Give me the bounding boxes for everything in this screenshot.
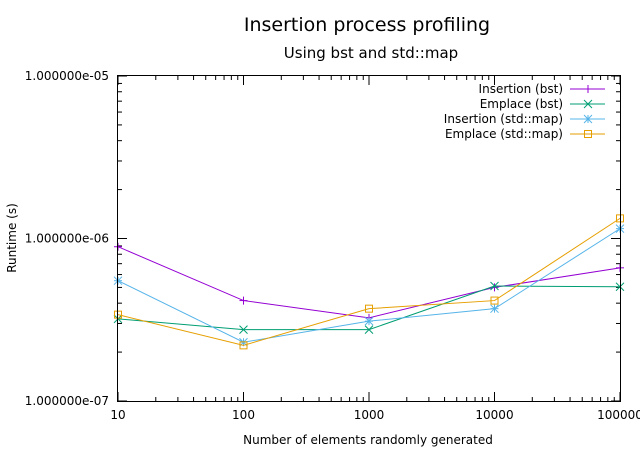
- legend-entry: Emplace (std::map): [445, 127, 605, 141]
- series-3: [113, 224, 625, 347]
- series-4: [114, 214, 624, 350]
- legend-entry: Emplace (bst): [480, 97, 605, 111]
- x-tick-label: 100000: [597, 408, 640, 422]
- data-point: [365, 304, 373, 313]
- legend-marker: [584, 130, 592, 138]
- marker-stroke: [364, 325, 374, 334]
- plot-border: [117, 75, 621, 402]
- marker-stroke: [583, 99, 593, 109]
- data-point: [364, 316, 374, 326]
- legend-marker: [584, 85, 592, 93]
- series-line: [117, 217, 621, 346]
- series-2: [113, 281, 625, 334]
- plot-series: [113, 214, 625, 350]
- x-axis-label: Number of elements randomly generated: [243, 433, 493, 447]
- x-tick-label: 1000: [354, 408, 385, 422]
- marker-stroke: [490, 296, 499, 305]
- marker-stroke: [490, 304, 499, 314]
- series-1: [114, 242, 624, 322]
- legend-label: Emplace (std::map): [445, 127, 563, 141]
- marker-stroke: [239, 341, 248, 350]
- x-tick-label: 10000: [475, 408, 513, 422]
- legend-marker: [583, 114, 593, 124]
- y-axis-label: Runtime (s): [5, 203, 19, 273]
- data-point: [364, 325, 374, 334]
- data-point: [239, 325, 248, 334]
- legend-label: Insertion (bst): [479, 82, 563, 96]
- marker-stroke: [584, 130, 592, 138]
- x-tick-label: 100: [232, 408, 255, 422]
- data-point: [490, 281, 499, 291]
- x-tick-label: 10: [110, 408, 125, 422]
- marker-stroke: [239, 325, 248, 334]
- legend-marker: [583, 99, 593, 109]
- legend-label: Emplace (bst): [480, 97, 563, 111]
- marker-stroke: [490, 281, 499, 291]
- data-point: [490, 304, 499, 314]
- legend-entry: Insertion (bst): [479, 82, 605, 96]
- chart-title: Insertion process profiling: [244, 14, 490, 36]
- data-point: [239, 341, 248, 350]
- legend-label: Insertion (std::map): [444, 112, 563, 126]
- series-line: [117, 246, 621, 319]
- y-tick-label: 1.000000e-05: [25, 69, 109, 83]
- chart-subtitle: Using bst and std::map: [284, 44, 458, 62]
- marker-stroke: [364, 316, 374, 326]
- legend: Insertion (bst)Emplace (bst)Insertion (s…: [444, 82, 605, 141]
- y-tick-label: 1.000000e-06: [25, 232, 109, 246]
- y-tick-label: 1.000000e-07: [25, 394, 109, 408]
- marker-stroke: [365, 304, 373, 313]
- data-point: [490, 296, 499, 305]
- data-point: [239, 296, 248, 305]
- legend-entry: Insertion (std::map): [444, 112, 605, 126]
- marker-stroke: [583, 114, 593, 124]
